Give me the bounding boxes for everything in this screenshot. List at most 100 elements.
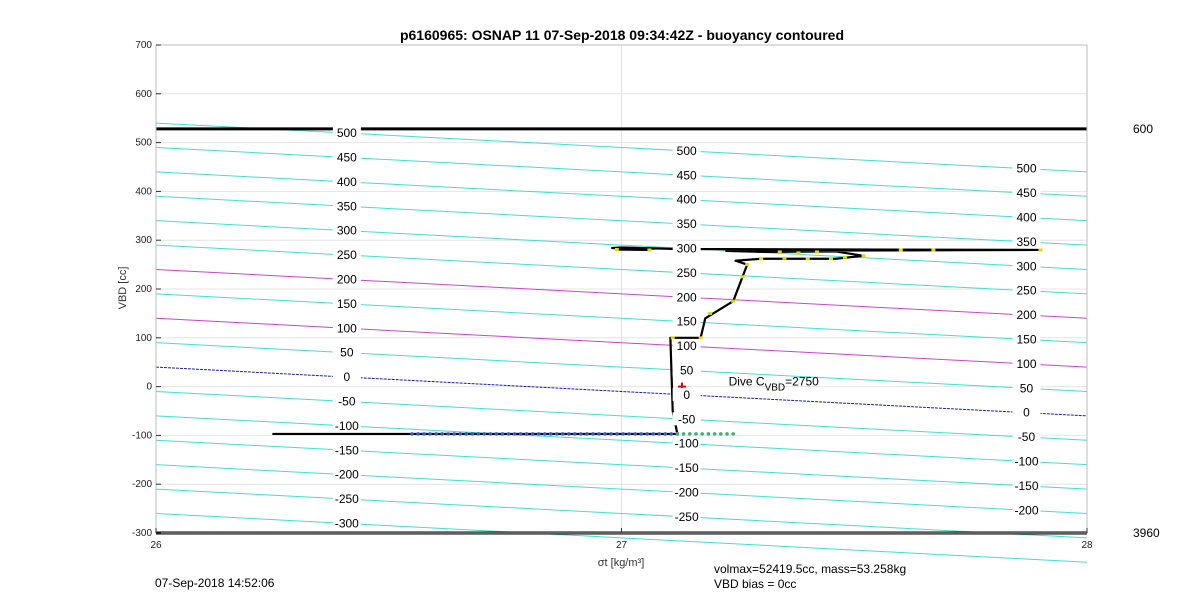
trace-dot (842, 255, 847, 259)
contour-label: 300 (1016, 259, 1036, 273)
contour-300 (155, 220, 1088, 270)
contour-label: 150 (337, 297, 357, 311)
trace-dot (861, 254, 866, 258)
contour-label: 350 (677, 217, 697, 231)
contour-50 (155, 342, 1088, 392)
contour-label-bg (1012, 186, 1041, 200)
trace-dot (422, 432, 426, 436)
trace-dot (657, 432, 662, 436)
contour-label-bg (332, 248, 361, 262)
trace-dot (796, 251, 801, 255)
trace-dot (446, 432, 451, 436)
contour-label: 100 (337, 321, 357, 335)
y-tick-label: -200 (132, 479, 152, 490)
contour-label-bg (672, 241, 701, 255)
contour-label-bg (1012, 478, 1041, 492)
contour-label: 250 (337, 248, 357, 262)
contour-label: -200 (1014, 503, 1038, 517)
contour-label: -100 (675, 437, 699, 451)
contour-label-bg (1012, 430, 1041, 444)
contour-label-bg (332, 150, 361, 164)
y-tick-label: 400 (135, 186, 152, 197)
contour-label: 0 (344, 370, 351, 384)
contour-label: 0 (683, 388, 690, 402)
trace-dot (614, 247, 619, 251)
contour-label-bg (1012, 454, 1041, 468)
contour-label-bg (1012, 332, 1041, 346)
trace-dot (639, 432, 643, 436)
contour-label: 350 (337, 199, 357, 213)
dive-cvbd-annotation: Dive CVBD=2750 (729, 375, 820, 394)
trace-dot (579, 432, 583, 436)
contour-450 (155, 146, 1088, 197)
contour-label: 200 (1016, 308, 1036, 322)
trace-dot (548, 432, 553, 436)
trace-dot (597, 432, 601, 436)
contour-label: 200 (677, 290, 697, 304)
contour-label: -100 (1014, 455, 1038, 469)
trace-dot (694, 432, 698, 436)
contour-label-bg (332, 443, 361, 457)
trace-dot (627, 432, 631, 436)
dive-trace: Dive CVBD=2750 (272, 246, 1043, 436)
trace-dot (410, 432, 414, 436)
contour-label: -50 (1018, 430, 1036, 444)
trace-dot (567, 432, 571, 436)
contour-label-bg (672, 314, 701, 328)
contour-label-bg (672, 192, 701, 206)
contour-label-bg (1012, 381, 1041, 395)
contour-label: -150 (335, 443, 359, 457)
contour-label: -250 (335, 492, 359, 506)
footer-volmax: volmax=52419.5cc, mass=53.258kg (714, 562, 906, 576)
trace-dot (560, 432, 565, 436)
y-tick-label: 300 (135, 235, 152, 246)
contour-350 (155, 195, 1088, 246)
contour-label: 400 (677, 193, 697, 207)
trace-dot (687, 432, 692, 436)
trace-dot (651, 432, 656, 436)
trace-dot (675, 432, 680, 436)
trace-dot (731, 432, 736, 436)
x-tick-label: 28 (1081, 540, 1093, 551)
trace-dot (512, 432, 517, 436)
contour-label: 150 (1016, 333, 1036, 347)
contour-label-bg (332, 492, 361, 506)
trace-dot (536, 432, 541, 436)
contour-label-bg (1012, 259, 1041, 273)
contour-label-bg (1012, 308, 1041, 322)
contour-label: 450 (677, 168, 697, 182)
contour-label: 100 (677, 339, 697, 353)
trace-dot (434, 432, 438, 436)
contour-label-bg (332, 394, 361, 408)
trace-dot (700, 432, 704, 436)
contour--150 (155, 439, 1088, 490)
trace-dot (731, 299, 736, 303)
trace-dot (815, 250, 820, 254)
contour-400 (155, 171, 1088, 222)
dive-trace-line (272, 246, 1042, 436)
contour-label-bg (672, 412, 701, 426)
trace-dot (488, 432, 493, 436)
trace-dot (782, 256, 787, 260)
trace-dot (670, 336, 675, 340)
contour-label-bg (1012, 210, 1041, 224)
contour-label: 200 (337, 272, 357, 286)
contour-label-bg (332, 321, 361, 335)
contour--250 (155, 488, 1088, 539)
contour-label-bg (332, 370, 361, 384)
contour-150 (155, 293, 1088, 344)
contour-labels: 500450400350300250200150100500-50-100-15… (332, 126, 1041, 530)
contour-label-bg (672, 143, 701, 157)
trace-dot (740, 275, 745, 279)
trace-dot (470, 432, 475, 436)
trace-dot (573, 432, 577, 436)
trace-dot (585, 432, 589, 436)
trace-dot (898, 248, 903, 252)
trace-dot (759, 257, 764, 261)
contour-label-bg (1012, 234, 1041, 248)
trace-dot (603, 432, 607, 436)
y-tick-label: 600 (135, 89, 152, 100)
contour-label: 250 (677, 266, 697, 280)
contour-label: -250 (675, 510, 699, 524)
trace-dot (828, 257, 833, 261)
